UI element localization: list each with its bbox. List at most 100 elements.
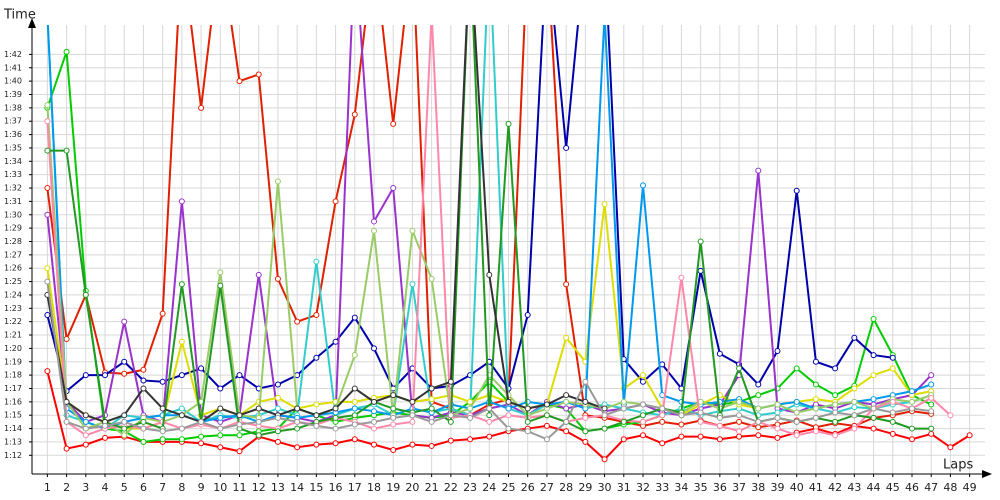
- x-tick-label: 17: [348, 481, 362, 494]
- point-marker: [390, 446, 397, 453]
- point-marker: [601, 456, 608, 463]
- point-marker: [371, 227, 378, 234]
- y-tick-label: 1:20: [4, 344, 22, 353]
- x-tick-label: 15: [309, 481, 323, 494]
- point-marker: [697, 418, 704, 425]
- point-marker: [332, 198, 339, 205]
- point-marker: [620, 405, 627, 412]
- point-marker: [159, 428, 166, 435]
- point-marker: [736, 412, 743, 419]
- x-tick-label: 33: [655, 481, 669, 494]
- point-marker: [870, 414, 877, 421]
- point-marker: [313, 412, 320, 419]
- point-marker: [274, 178, 281, 185]
- point-marker: [351, 398, 358, 405]
- x-tick-label: 16: [329, 481, 343, 494]
- point-marker: [505, 120, 512, 127]
- x-tick-label: 2: [63, 481, 70, 494]
- point-marker: [870, 405, 877, 412]
- point-marker: [639, 182, 646, 189]
- x-tick-label: 26: [521, 481, 535, 494]
- point-marker: [294, 405, 301, 412]
- point-marker: [563, 144, 570, 151]
- point-marker: [351, 436, 358, 443]
- point-marker: [121, 412, 128, 419]
- point-marker: [236, 421, 243, 428]
- point-marker: [371, 425, 378, 432]
- point-marker: [198, 104, 205, 111]
- x-tick-label: 42: [828, 481, 842, 494]
- point-marker: [793, 187, 800, 194]
- point-marker: [44, 368, 51, 375]
- point-marker: [102, 372, 109, 379]
- point-marker: [524, 405, 531, 412]
- x-tick-label: 39: [770, 481, 784, 494]
- point-marker: [639, 372, 646, 379]
- x-tick-label: 45: [886, 481, 900, 494]
- point-marker: [82, 372, 89, 379]
- point-marker: [140, 418, 147, 425]
- point-marker: [774, 401, 781, 408]
- point-marker: [793, 418, 800, 425]
- y-tick-label: 1:18: [4, 371, 22, 380]
- point-marker: [371, 398, 378, 405]
- point-marker: [832, 432, 839, 439]
- point-marker: [332, 440, 339, 447]
- point-marker: [217, 385, 224, 392]
- y-tick-label: 1:40: [4, 77, 22, 86]
- y-tick-label: 1:24: [4, 290, 22, 299]
- point-marker: [44, 211, 51, 218]
- point-marker: [159, 436, 166, 443]
- point-marker: [255, 418, 262, 425]
- point-marker: [409, 418, 416, 425]
- x-tick-label: 25: [502, 481, 516, 494]
- point-marker: [236, 432, 243, 439]
- point-marker: [255, 71, 262, 78]
- point-marker: [928, 408, 935, 415]
- point-marker: [582, 438, 589, 445]
- point-marker: [563, 418, 570, 425]
- point-marker: [524, 418, 531, 425]
- point-marker: [755, 392, 762, 399]
- point-marker: [217, 414, 224, 421]
- point-marker: [889, 354, 896, 361]
- point-marker: [505, 398, 512, 405]
- y-tick-label: 1:41: [4, 63, 22, 72]
- point-marker: [793, 365, 800, 372]
- point-marker: [159, 378, 166, 385]
- point-marker: [390, 405, 397, 412]
- point-marker: [870, 315, 877, 322]
- point-marker: [390, 414, 397, 421]
- point-marker: [659, 440, 666, 447]
- point-marker: [428, 442, 435, 449]
- y-tick-label: 1:19: [4, 357, 22, 366]
- point-marker: [755, 424, 762, 431]
- point-marker: [63, 445, 70, 452]
- point-marker: [409, 398, 416, 405]
- point-marker: [678, 412, 685, 419]
- point-marker: [851, 385, 858, 392]
- point-marker: [928, 394, 935, 401]
- x-tick-label: 38: [751, 481, 765, 494]
- point-marker: [428, 405, 435, 412]
- point-marker: [313, 311, 320, 318]
- x-tick-label: 43: [847, 481, 861, 494]
- y-tick-label: 1:37: [4, 117, 22, 126]
- point-marker: [928, 401, 935, 408]
- x-tick-label: 47: [924, 481, 938, 494]
- point-marker: [582, 398, 589, 405]
- x-tick-label: 48: [943, 481, 957, 494]
- point-marker: [678, 274, 685, 281]
- x-tick-label: 23: [463, 481, 477, 494]
- point-marker: [217, 282, 224, 289]
- point-marker: [178, 436, 185, 443]
- point-marker: [889, 430, 896, 437]
- point-marker: [294, 425, 301, 432]
- point-marker: [371, 441, 378, 448]
- y-tick-label: 1:35: [4, 143, 22, 152]
- point-marker: [851, 334, 858, 341]
- y-tick-label: 1:25: [4, 277, 22, 286]
- point-marker: [793, 409, 800, 416]
- point-marker: [851, 412, 858, 419]
- point-marker: [140, 438, 147, 445]
